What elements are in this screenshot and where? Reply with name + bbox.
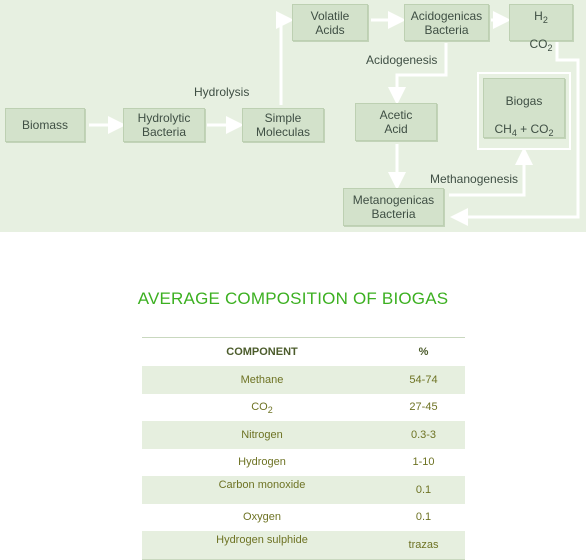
node-co2-sub: 2 bbox=[547, 42, 553, 53]
node-volatile-acids: Volatile Acids bbox=[292, 4, 368, 41]
component-cell: Carbon monoxide bbox=[218, 478, 306, 491]
node-acetic-acid: Acetic Acid bbox=[355, 103, 437, 141]
node-biogas-co2-sub: 2 bbox=[548, 128, 554, 138]
header-component: COMPONENT bbox=[226, 346, 298, 358]
node-biogas-ch: CH bbox=[494, 122, 512, 136]
table-row: Methane 54-74 bbox=[142, 366, 465, 394]
diagram-arrows bbox=[89, 11, 580, 226]
node-simple-moleculas-label: Simple Moleculas bbox=[255, 111, 311, 139]
node-metanogenicas-bacteria-label: Metanogenicas Bacteria bbox=[352, 193, 435, 221]
table-row: Hydrogen 1-10 bbox=[142, 449, 465, 477]
component-cell: Methane bbox=[240, 373, 284, 386]
node-hydrolytic-bacteria: Hydrolytic Bacteria bbox=[123, 108, 205, 142]
node-acidogenicas-bacteria: Acidogenicas Bacteria bbox=[404, 4, 489, 41]
percent-cell: 0.3-3 bbox=[410, 428, 437, 441]
node-h2-co2: H2 CO2 bbox=[509, 4, 573, 52]
table-row: Carbon monoxide 0.1 bbox=[142, 476, 465, 504]
node-acidogenicas-bacteria-label: Acidogenicas Bacteria bbox=[410, 8, 483, 37]
label-acidogenesis: Acidogenesis bbox=[366, 53, 438, 67]
percent-cell: 27-45 bbox=[409, 401, 438, 414]
percent-cell: 0.1 bbox=[415, 483, 432, 496]
percent-cell: 0.1 bbox=[415, 511, 432, 524]
node-volatile-acids-label: Volatile Acids bbox=[310, 8, 350, 37]
table-row: Nitrogen 0.3-3 bbox=[142, 421, 465, 449]
header-percent: % bbox=[418, 346, 429, 358]
node-biogas: Biogas CH4 + CO2 bbox=[483, 78, 565, 138]
node-acetic-acid-label: Acetic Acid bbox=[379, 108, 413, 136]
component-co-sub: 2 bbox=[267, 405, 273, 416]
table-row: CO2 27-45 bbox=[142, 394, 465, 422]
node-biomass: Biomass bbox=[5, 108, 85, 142]
component-cell: Hydrogen bbox=[238, 456, 286, 469]
node-biogas-title: Biogas bbox=[505, 94, 543, 108]
percent-cell: 1-10 bbox=[412, 456, 435, 469]
node-h2-label: H bbox=[534, 8, 543, 23]
node-co2-label: CO bbox=[529, 36, 548, 51]
node-h2-sub: 2 bbox=[542, 14, 548, 25]
node-simple-moleculas: Simple Moleculas bbox=[242, 108, 324, 142]
percent-cell: trazas bbox=[408, 538, 439, 551]
component-cell: Hydrogen sulphide bbox=[216, 533, 308, 546]
biogas-process-diagram: Biomass Hydrolytic Bacteria Simple Molec… bbox=[0, 0, 586, 232]
label-methanogenesis: Methanogenesis bbox=[430, 172, 519, 186]
component-cell: CO2 bbox=[142, 401, 382, 416]
table-row: Oxygen 0.1 bbox=[142, 504, 465, 532]
node-biomass-label: Biomass bbox=[21, 118, 68, 132]
node-biogas-plus-co: + CO bbox=[516, 122, 549, 136]
label-hydrolysis: Hydrolysis bbox=[194, 85, 250, 99]
component-cell: Oxygen bbox=[243, 511, 281, 524]
percent-cell: 54-74 bbox=[409, 373, 438, 386]
composition-title: AVERAGE COMPOSITION OF BIOGAS bbox=[137, 289, 449, 308]
component-cell: Nitrogen bbox=[241, 428, 283, 441]
table-row: Hydrogen sulphide trazas bbox=[142, 531, 465, 560]
table-header-row: COMPONENT % bbox=[142, 337, 465, 366]
node-metanogenicas-bacteria: Metanogenicas Bacteria bbox=[343, 188, 444, 226]
node-hydrolytic-bacteria-label: Hydrolytic Bacteria bbox=[137, 111, 191, 139]
node-biogas-ch-sub: 4 bbox=[511, 128, 517, 138]
component-co: CO bbox=[251, 401, 268, 414]
composition-table: COMPONENT % Methane 54-74 CO2 27-45 Nitr… bbox=[142, 337, 465, 560]
